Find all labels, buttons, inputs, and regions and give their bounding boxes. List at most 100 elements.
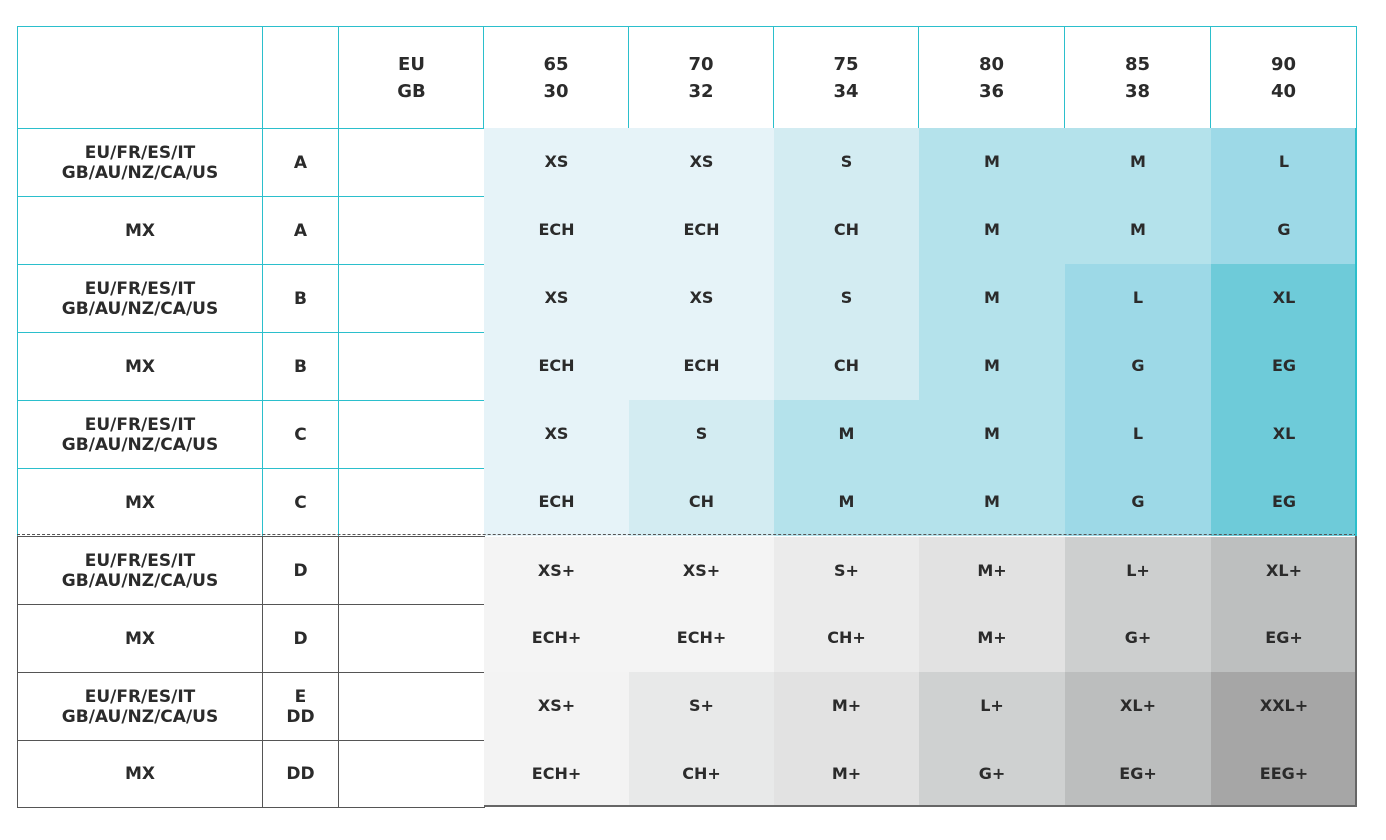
size-cell: G — [1065, 468, 1211, 536]
size-cell: ECH — [484, 468, 629, 536]
size-cell: ECH+ — [484, 604, 629, 672]
row-empty-cell — [338, 468, 485, 537]
size-cell: G — [1065, 332, 1211, 400]
size-cell: M — [919, 128, 1065, 196]
size-cell: XS+ — [484, 672, 629, 740]
header-band-size: 80 36 — [918, 26, 1065, 129]
band-eu: 80 — [978, 53, 1005, 75]
row-cup-label: DD — [262, 740, 339, 808]
header-corner-region — [17, 26, 263, 129]
size-cell: XS — [629, 264, 774, 332]
band-gb: 36 — [978, 80, 1005, 102]
row-cup-label: B — [262, 332, 339, 401]
size-cell: ECH — [484, 196, 629, 264]
size-cell: ECH — [484, 332, 629, 400]
row-region-label: MX — [17, 332, 263, 401]
row-region-label: MX — [17, 196, 263, 265]
size-cell: CH+ — [629, 740, 774, 807]
size-cell: CH — [774, 196, 919, 264]
size-cell: S — [774, 128, 919, 196]
row-empty-cell — [338, 264, 485, 333]
size-cell: EG — [1211, 468, 1357, 536]
size-chart-table: EU GB 65 30 70 32 75 34 80 36 85 38 90 40 EU/FR/ES/I… — [17, 26, 1357, 808]
size-cell: CH — [774, 332, 919, 400]
size-cell: S — [629, 400, 774, 468]
row-region-label: EU/FR/ES/IT GB/AU/NZ/CA/US — [17, 400, 263, 469]
table-border-bottom — [484, 805, 1357, 807]
size-cell: L — [1211, 128, 1357, 196]
size-cell: XS+ — [629, 537, 774, 605]
cup-divider-dashed-line — [17, 534, 1357, 535]
size-cell: XS — [484, 400, 629, 468]
row-cup-label: E DD — [262, 672, 339, 741]
size-cell: XL — [1211, 264, 1357, 332]
row-cup-label: D — [262, 536, 339, 605]
row-cup-label: C — [262, 468, 339, 537]
size-cell: XXL+ — [1211, 672, 1357, 740]
size-cell: XL — [1211, 400, 1357, 468]
header-region-label: EU GB — [338, 26, 485, 129]
size-cell: L — [1065, 400, 1211, 468]
row-cup-label: B — [262, 264, 339, 333]
row-region-label: MX — [17, 604, 263, 673]
size-cell: CH+ — [774, 604, 919, 672]
size-cell: XS — [484, 128, 629, 196]
size-cell: M+ — [919, 537, 1065, 605]
size-cell: M — [919, 196, 1065, 264]
size-cell: EG+ — [1211, 604, 1357, 672]
size-cell: EG+ — [1065, 740, 1211, 807]
header-band-size: 70 32 — [628, 26, 774, 129]
size-cell: EEG+ — [1211, 740, 1357, 807]
size-cell: L+ — [919, 672, 1065, 740]
size-cell: ECH+ — [484, 740, 629, 807]
size-cell: ECH+ — [629, 604, 774, 672]
header-band-size: 65 30 — [483, 26, 629, 129]
size-cell: M+ — [919, 604, 1065, 672]
size-cell: S+ — [629, 672, 774, 740]
size-cell: M — [1065, 128, 1211, 196]
band-gb: 32 — [688, 80, 714, 102]
row-region-label: EU/FR/ES/IT GB/AU/NZ/CA/US — [17, 264, 263, 333]
row-cup-label: D — [262, 604, 339, 673]
row-cup-label: A — [262, 128, 339, 197]
size-cell: S — [774, 264, 919, 332]
size-cell: M — [774, 468, 919, 536]
size-cell: S+ — [774, 537, 919, 605]
row-region-label: EU/FR/ES/IT GB/AU/NZ/CA/US — [17, 672, 263, 741]
size-cell: ECH — [629, 332, 774, 400]
size-cell: XS — [484, 264, 629, 332]
size-cell: EG — [1211, 332, 1357, 400]
size-cell: L+ — [1065, 537, 1211, 605]
row-region-label: MX — [17, 468, 263, 537]
row-region-label: MX — [17, 740, 263, 808]
size-cell: L — [1065, 264, 1211, 332]
size-cell: G+ — [919, 740, 1065, 807]
size-cell: XL+ — [1211, 537, 1357, 605]
size-cell: M+ — [774, 672, 919, 740]
size-cell: M — [919, 264, 1065, 332]
header-band-size: 75 34 — [773, 26, 919, 129]
size-cell: M — [919, 468, 1065, 536]
size-cell: XS+ — [484, 537, 629, 605]
band-eu: 70 — [688, 53, 714, 75]
table-border-right-bottom — [1355, 536, 1357, 807]
header-band-size: 85 38 — [1064, 26, 1211, 129]
size-cell: M+ — [774, 740, 919, 807]
size-cell: M — [774, 400, 919, 468]
band-gb: 30 — [543, 80, 569, 102]
band-gb: 40 — [1270, 80, 1297, 102]
row-empty-cell — [338, 332, 485, 401]
row-empty-cell — [338, 400, 485, 469]
band-eu: 75 — [833, 53, 859, 75]
row-empty-cell — [338, 672, 485, 741]
band-eu: 85 — [1124, 53, 1151, 75]
band-gb: 38 — [1124, 80, 1151, 102]
size-cell: M — [919, 332, 1065, 400]
size-cell: G — [1211, 196, 1357, 264]
size-cell: ECH — [629, 196, 774, 264]
row-cup-label: A — [262, 196, 339, 265]
row-empty-cell — [338, 604, 485, 673]
size-cell: XS — [629, 128, 774, 196]
band-gb: 34 — [833, 80, 859, 102]
row-empty-cell — [338, 196, 485, 265]
